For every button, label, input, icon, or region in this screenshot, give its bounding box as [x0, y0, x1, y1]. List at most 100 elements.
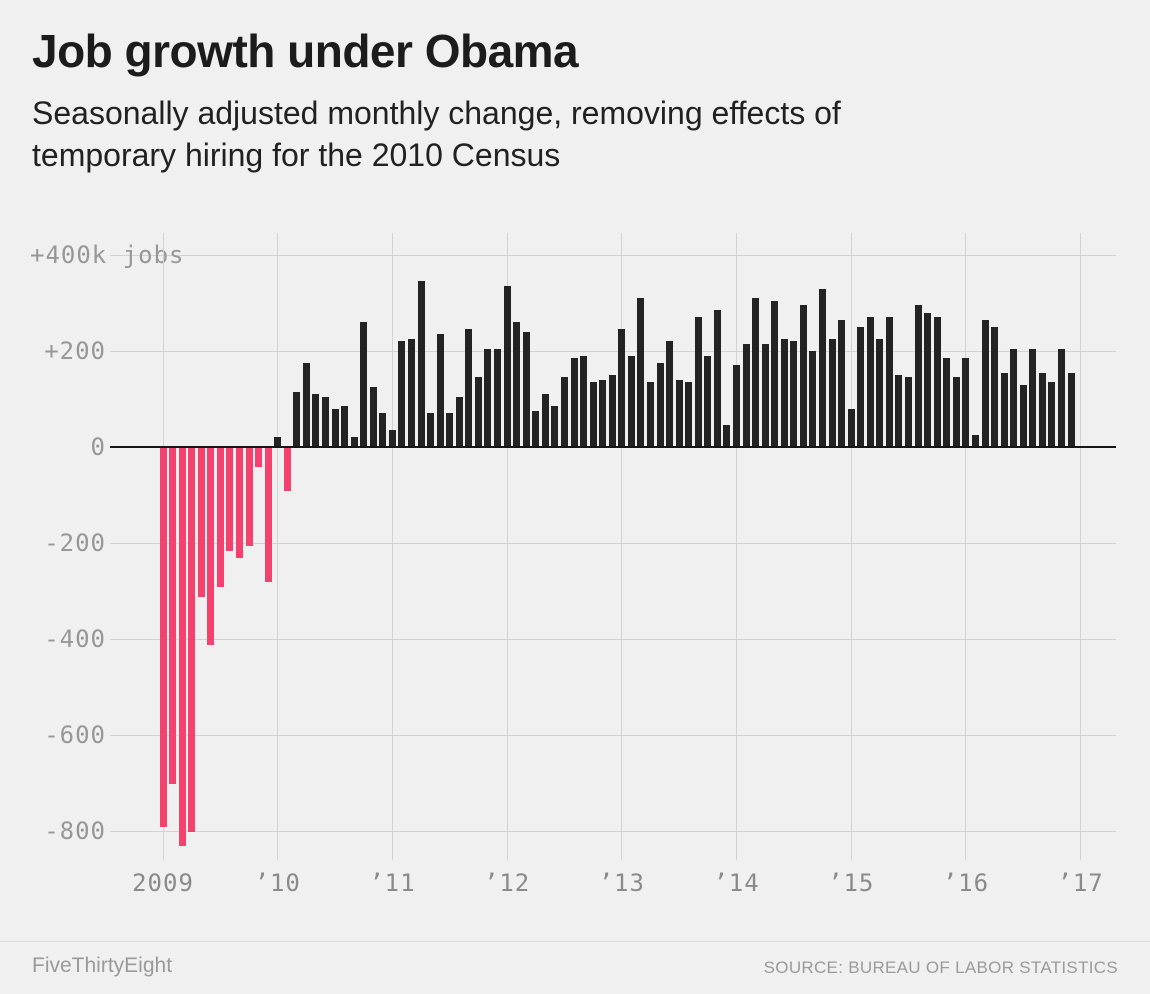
bar: [675, 379, 683, 447]
bar: [255, 448, 263, 468]
bar: [599, 379, 607, 447]
x-tick-label: ’10: [254, 869, 301, 897]
bar: [713, 310, 721, 447]
bar: [408, 339, 416, 447]
zero-axis-line: [110, 446, 1116, 448]
chart-subtitle: Seasonally adjusted monthly change, remo…: [32, 95, 841, 174]
bar: [646, 382, 654, 447]
bar: [178, 448, 186, 847]
bar: [857, 327, 865, 447]
bar: [847, 408, 855, 447]
bar: [484, 348, 492, 447]
bar: [943, 358, 951, 447]
bar: [283, 448, 291, 492]
bar: [1000, 372, 1008, 447]
gridline-h: [110, 350, 1116, 352]
bar: [799, 305, 807, 447]
x-tick-label: ’12: [483, 869, 531, 897]
bar: [427, 413, 435, 447]
bar: [264, 448, 272, 583]
bar: [551, 406, 559, 447]
bar: [1038, 372, 1046, 447]
bar: [752, 298, 760, 447]
bar: [580, 355, 588, 447]
bar: [723, 425, 731, 447]
bar: [207, 448, 215, 645]
x-tick-label: ’13: [598, 869, 645, 897]
bar: [828, 339, 836, 447]
bar: [1029, 348, 1037, 447]
bar: [819, 288, 827, 447]
bar: [465, 329, 473, 447]
bar: [876, 339, 884, 447]
x-tick-label: ’11: [369, 869, 416, 897]
chart-title: Job growth under Obama: [32, 25, 579, 77]
bar: [618, 329, 626, 447]
bar: [809, 351, 817, 447]
bar: [513, 322, 521, 447]
bar: [388, 430, 396, 447]
bar: [991, 327, 999, 447]
y-tick-label: +200: [44, 337, 106, 365]
x-tick-label: 2009: [132, 869, 194, 897]
bar: [398, 341, 406, 447]
bar: [331, 408, 339, 447]
y-tick-label: +400k jobs: [30, 241, 185, 269]
bar: [885, 317, 893, 447]
y-tick-label: 0: [90, 433, 106, 461]
bar: [666, 341, 674, 447]
bar: [245, 448, 253, 547]
bar: [656, 363, 664, 447]
bar: [293, 391, 301, 447]
bar: [226, 448, 234, 552]
bar: [589, 382, 597, 447]
bar: [1010, 348, 1018, 447]
gridline-v: [1080, 233, 1082, 860]
bar: [379, 413, 387, 447]
bar: [350, 437, 358, 447]
bar: [838, 319, 846, 447]
gridline-h: [110, 734, 1116, 736]
bar: [952, 377, 960, 447]
gridline-v: [736, 233, 737, 860]
bar: [981, 319, 989, 447]
bar: [216, 448, 224, 588]
bar: [608, 375, 616, 447]
bar: [321, 396, 329, 447]
bar: [312, 394, 320, 447]
bar: [790, 341, 798, 447]
bar: [522, 331, 530, 447]
bar: [637, 298, 645, 447]
gridline-v: [965, 233, 967, 860]
bar: [159, 448, 167, 828]
bar: [197, 448, 205, 597]
gridline-v: [391, 233, 393, 860]
bar: [570, 358, 578, 447]
bar: [1057, 348, 1065, 447]
bar: [905, 377, 913, 447]
bar: [417, 281, 425, 447]
bar: [436, 334, 444, 447]
bar: [341, 406, 349, 447]
bar: [503, 286, 511, 447]
bar: [694, 317, 702, 447]
gridline-v: [850, 233, 852, 860]
bar: [771, 300, 779, 447]
y-tick-label: -600: [44, 721, 106, 749]
y-tick-label: -200: [44, 529, 106, 557]
y-tick-label: -400: [44, 625, 106, 653]
gridline-h: [110, 254, 1116, 256]
brand-label: FiveThirtyEight: [32, 954, 173, 977]
bar: [627, 355, 635, 447]
bar: [1067, 372, 1075, 447]
bar: [933, 317, 941, 447]
bar: [685, 382, 693, 447]
bar: [914, 305, 922, 447]
gridline-v: [621, 233, 623, 860]
bar: [455, 396, 463, 447]
bar: [188, 448, 196, 832]
gridline-h: [110, 830, 1116, 832]
bar: [704, 355, 712, 447]
bar: [169, 448, 177, 784]
